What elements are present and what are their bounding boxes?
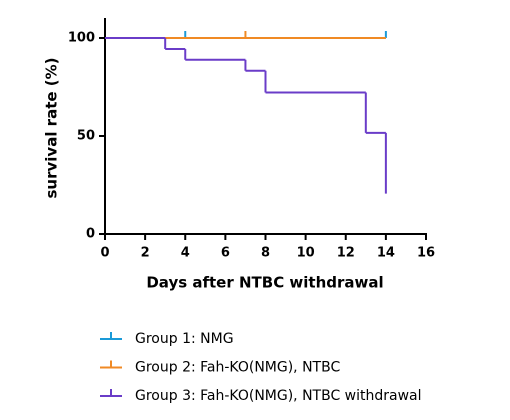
x-tick-label: 10 <box>297 246 315 261</box>
legend-label: Group 2: Fah-KO(NMG), NTBC <box>135 360 340 376</box>
x-tick-label: 2 <box>141 246 150 261</box>
x-tick-label: 0 <box>100 246 109 261</box>
x-tick-label: 8 <box>261 246 270 261</box>
x-tick-label: 4 <box>181 246 190 261</box>
x-tick-label: 6 <box>221 246 230 261</box>
x-tick-label: 14 <box>377 246 395 261</box>
y-tick-label: 50 <box>77 129 95 144</box>
y-tick-label: 0 <box>86 227 95 242</box>
x-axis-label: Days after NTBC withdrawal <box>146 274 383 292</box>
x-tick-label: 12 <box>337 246 355 261</box>
x-tick-label: 16 <box>417 246 435 261</box>
legend-label: Group 1: NMG <box>135 331 234 347</box>
legend-label: Group 3: Fah-KO(NMG), NTBC withdrawal <box>135 388 422 404</box>
y-tick-label: 100 <box>68 31 95 46</box>
y-axis-label: survival rate (%) <box>43 57 61 198</box>
